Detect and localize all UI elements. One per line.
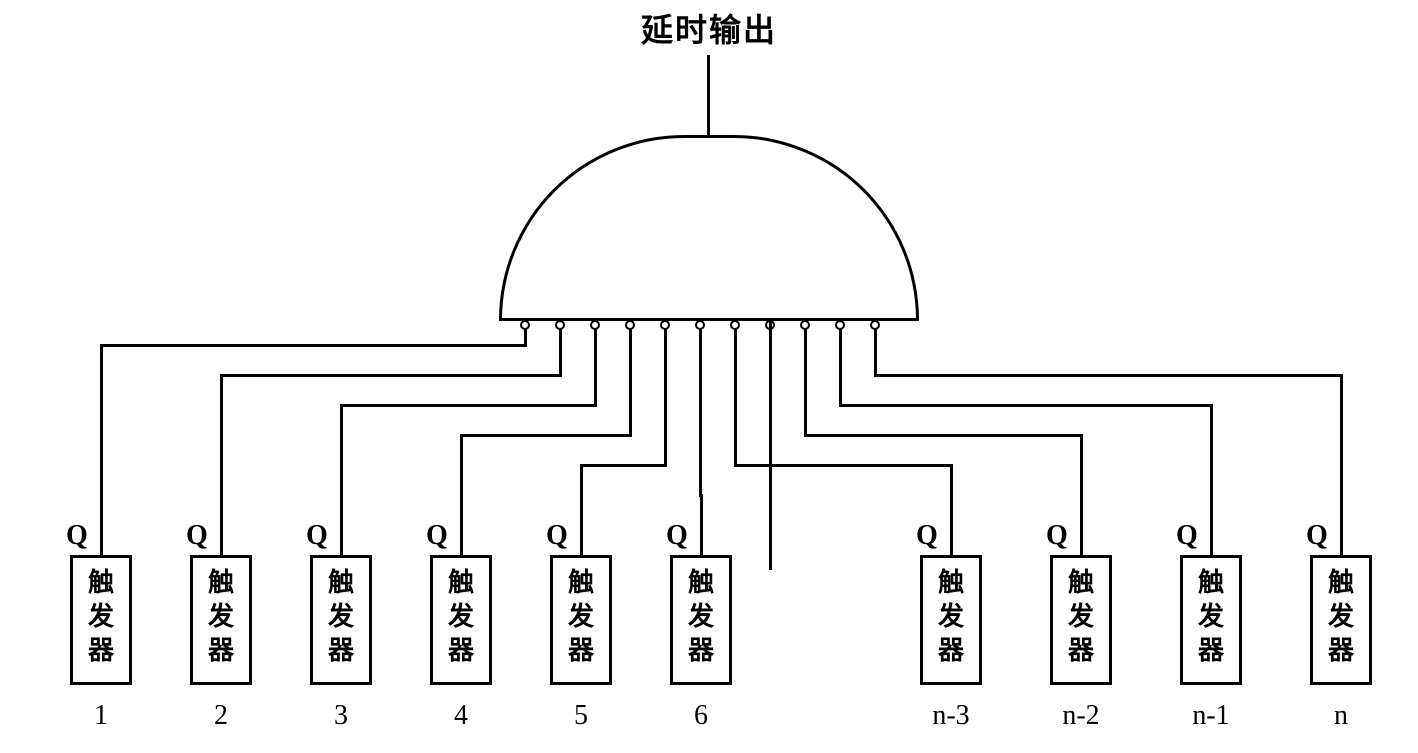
bubble-n-2	[800, 320, 810, 330]
wire-v-gate-5	[664, 320, 667, 465]
flipflop-label: 触发器	[553, 566, 609, 667]
wire-h-ff-5	[580, 464, 667, 467]
wire-v-ff-n-1	[1210, 405, 1213, 555]
bubble-2	[555, 320, 565, 330]
bubble-n-1	[835, 320, 845, 330]
q-label-n: Q	[1306, 520, 1328, 552]
diagram-canvas: 延时输出 Q 触发器 1 Q 触发器 2 Q 触发器 3 Q 触发器 4 Q 触发器 5 Q 触发器 6 Q 触发器 n…	[0, 0, 1418, 753]
index-label-1: 1	[50, 700, 152, 732]
q-label-3: Q	[306, 520, 328, 552]
q-label-n-3: Q	[916, 520, 938, 552]
wire-v-gate-n-2	[804, 320, 807, 435]
bubble-n-3	[730, 320, 740, 330]
wire-v-ff-1	[100, 345, 103, 555]
flipflop-6: 触发器	[670, 555, 732, 685]
flipflop-4: 触发器	[430, 555, 492, 685]
wire-v-gate-n-1	[839, 320, 842, 405]
flipflop-n-3: 触发器	[920, 555, 982, 685]
bubble-4	[625, 320, 635, 330]
wire-v-gate-n-3	[734, 320, 737, 465]
wire-v-gate-4	[629, 320, 632, 435]
bubble-n	[870, 320, 880, 330]
flipflop-label: 触发器	[433, 566, 489, 667]
index-label-3: 3	[290, 700, 392, 732]
flipflop-3: 触发器	[310, 555, 372, 685]
index-label-n: n	[1290, 700, 1392, 732]
flipflop-label: 触发器	[1313, 566, 1369, 667]
flipflop-label: 触发器	[923, 566, 979, 667]
bubble-6	[695, 320, 705, 330]
wire-h-ff-n-2	[804, 434, 1083, 437]
wire-v-ff-3	[340, 405, 343, 555]
wire-v-ff-5	[580, 465, 583, 555]
flipflop-label: 触发器	[1183, 566, 1239, 667]
index-label-4: 4	[410, 700, 512, 732]
wire-v-ff-n-2	[1080, 435, 1083, 555]
q-label-2: Q	[186, 520, 208, 552]
wire-dangling	[769, 320, 772, 570]
wire-v-ff-n-3	[950, 465, 953, 555]
q-label-5: Q	[546, 520, 568, 552]
index-label-6: 6	[650, 700, 752, 732]
bubble-1	[520, 320, 530, 330]
wire-v-ff-n	[1340, 375, 1343, 555]
q-label-6: Q	[666, 520, 688, 552]
flipflop-5: 触发器	[550, 555, 612, 685]
index-label-n-3: n-3	[900, 700, 1002, 732]
wire-h-ff-n-3	[734, 464, 953, 467]
flipflop-label: 触发器	[673, 566, 729, 667]
flipflop-n-2: 触发器	[1050, 555, 1112, 685]
output-title: 延时输出	[0, 5, 1418, 51]
wire-h-ff-4	[460, 434, 632, 437]
flipflop-n: 触发器	[1310, 555, 1372, 685]
bubble-5	[660, 320, 670, 330]
q-label-4: Q	[426, 520, 448, 552]
q-label-1: Q	[66, 520, 88, 552]
index-label-2: 2	[170, 700, 272, 732]
index-label-n-2: n-2	[1030, 700, 1132, 732]
q-label-n-1: Q	[1176, 520, 1198, 552]
wire-h-ff-3	[340, 404, 597, 407]
wire-v-ff-4	[460, 435, 463, 555]
wire-v-gate-6	[699, 320, 702, 495]
flipflop-label: 触发器	[73, 566, 129, 667]
output-wire	[707, 55, 710, 135]
bubble-3	[590, 320, 600, 330]
index-label-5: 5	[530, 700, 632, 732]
wire-v-gate-3	[594, 320, 597, 405]
gate-dome	[499, 135, 919, 320]
flipflop-label: 触发器	[313, 566, 369, 667]
flipflop-label: 触发器	[193, 566, 249, 667]
wire-v-ff-2	[220, 375, 223, 555]
wire-h-ff-n	[874, 374, 1343, 377]
flipflop-label: 触发器	[1053, 566, 1109, 667]
q-label-n-2: Q	[1046, 520, 1068, 552]
wire-h-ff-2	[220, 374, 562, 377]
index-label-n-1: n-1	[1160, 700, 1262, 732]
wire-v-ff-6	[700, 495, 703, 555]
flipflop-1: 触发器	[70, 555, 132, 685]
flipflop-n-1: 触发器	[1180, 555, 1242, 685]
wire-h-ff-1	[100, 344, 527, 347]
wire-h-ff-n-1	[839, 404, 1213, 407]
flipflop-2: 触发器	[190, 555, 252, 685]
